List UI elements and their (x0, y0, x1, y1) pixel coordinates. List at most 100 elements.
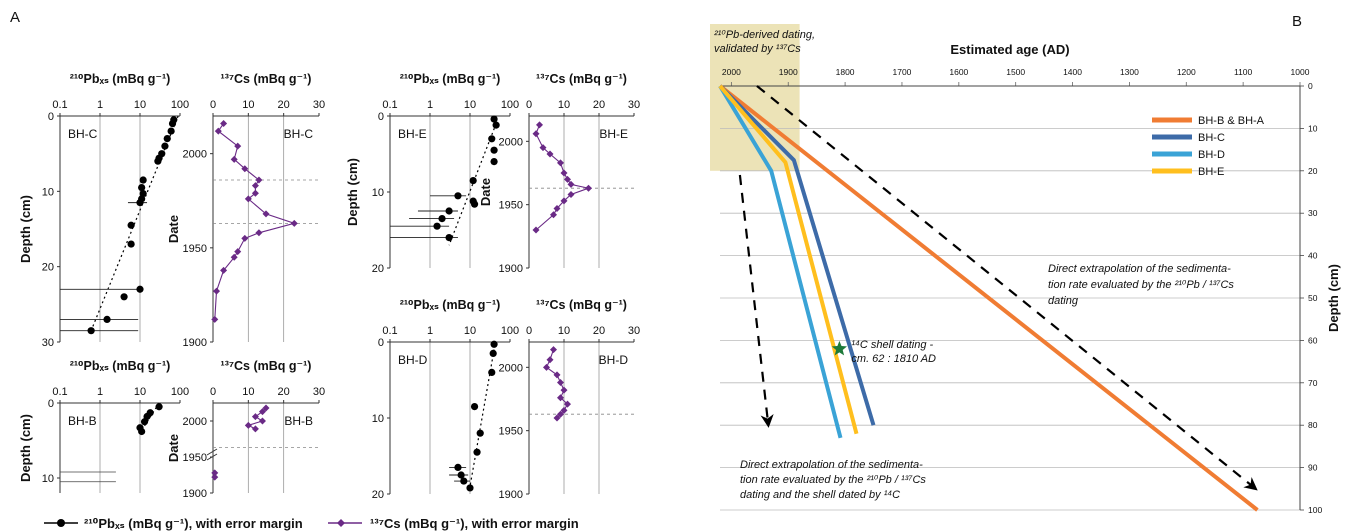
pb_bhb-y-tick-label: 10 (42, 473, 54, 485)
cs_bhc-core-label: BH-C (284, 127, 314, 141)
cs_bhe-y-tick-label: 1900 (499, 263, 523, 275)
depth-axis-label: Depth (cm) (1326, 264, 1341, 332)
cs_bhb-core-label: BH-B (284, 414, 313, 428)
cs_bhd-data-point (557, 410, 564, 418)
pb_bhc-data-point (136, 285, 144, 293)
cs_bhb-title: ¹³⁷Cs (mBq g⁻¹) (221, 359, 312, 373)
pb_bhb-title: ²¹⁰Pbₓₛ (mBq g⁻¹) (70, 359, 171, 373)
cs_bhd-data-point (543, 363, 550, 371)
cs_bhe-y-tick-label: 2000 (499, 136, 523, 148)
cs_bhc-data-point (255, 176, 263, 184)
age-axis-tick-label: 1600 (949, 67, 968, 77)
pb_bhd-trend-line (469, 349, 495, 487)
pb_bhe-data-point (492, 121, 500, 129)
cs_bhe-data-point (585, 184, 592, 192)
pb_bhb-x-tick-label: 10 (134, 386, 146, 398)
age-axis-tick-label: 1800 (836, 67, 855, 77)
depth-axis-tick-label: 40 (1308, 251, 1318, 261)
cs_bhe-data-point (539, 144, 547, 152)
pb_bhc-x-tick-label: 1 (97, 99, 103, 111)
cs_bhc-data-point (230, 155, 238, 163)
pb_bhb-core-label: BH-B (68, 414, 97, 428)
shell-label-line1: ¹⁴C shell dating - (851, 339, 933, 351)
cs_bhc-y-tick-label: 1950 (183, 243, 207, 255)
cs_bhe-data-point (550, 211, 557, 219)
extrapolation-note-1-line: tion rate evaluated by the ²¹⁰Pb / ¹³⁷Cs (1048, 279, 1234, 291)
pb_bhb-x-tick-label: 100 (171, 386, 189, 398)
cs_bhe-y-tick-label: 1950 (499, 200, 523, 212)
pb_bhd-x-tick-label: 1 (427, 325, 433, 337)
cs_bhd-data-point (560, 386, 568, 394)
depth-axis-tick-label: 20 (1308, 166, 1318, 176)
cs_bhd-y-tick-label: 2000 (499, 362, 523, 374)
cs_bhc-y-tick-label: 2000 (183, 149, 207, 161)
pb_bhe-x-tick-label: 0.1 (382, 99, 397, 111)
shell-label-line2: cm. 62 : 1810 AD (851, 353, 936, 365)
depth-axis-tick-label: 90 (1308, 463, 1318, 473)
pb_bhe-data-point (470, 200, 479, 208)
cs_bhe-data-point (564, 175, 571, 183)
pb_bhd-y-tick-label: 10 (372, 413, 384, 425)
legend-cs-label: ¹³⁷Cs (mBq g⁻¹), with error margin (370, 516, 579, 531)
cs_bhb-axis-break (206, 453, 218, 461)
cs_bhc-data-point (290, 219, 298, 227)
cs_bhb-data-point (251, 413, 259, 421)
cs_bhc-data-point (251, 189, 259, 197)
pb_bhc-y-tick-label: 30 (42, 337, 54, 349)
legend-label-bhd: BH-D (1198, 149, 1225, 161)
cs_bhb-y-tick-label: 1950 (183, 452, 207, 464)
legend-pb-label: ²¹⁰Pbₓₛ (mBq g⁻¹), with error margin (84, 516, 303, 531)
pb_bhe-title: ²¹⁰Pbₓₛ (mBq g⁻¹) (400, 72, 501, 86)
panel-a-legend: ²¹⁰Pbₓₛ (mBq g⁻¹), with error margin ¹³⁷… (44, 516, 579, 531)
pb_bhe-y-label: Depth (cm) (345, 158, 360, 226)
pb_bhc-data-point (168, 119, 177, 128)
pb_bhd-x-tick-label: 100 (501, 325, 519, 337)
pb_bhd-data-point (466, 484, 474, 492)
pb_bhe-data-point (490, 146, 498, 154)
chart-pb_bhc: ²¹⁰Pbₓₛ (mBq g⁻¹) 0.1 1 10 100 0 10 20 30 Depth (… (18, 72, 189, 349)
cs_bhc-data-point (241, 165, 249, 173)
pb_bhe-y-tick-label: 0 (378, 111, 384, 123)
pb_bhd-data-point (460, 477, 468, 485)
cs_bhc-series-line (214, 123, 297, 320)
cs_bhe-x-tick-label: 0 (526, 99, 532, 111)
pb_bhc-x-tick-label: 0.1 (52, 99, 67, 111)
extrapolation-note-1-line: dating (1048, 295, 1079, 307)
legend-cs-marker (337, 519, 345, 527)
series-line-bhba (718, 84, 1259, 512)
pb_bhd-x-tick-label: 10 (464, 325, 476, 337)
pb_bhd-y-tick-label: 0 (378, 337, 384, 349)
extrapolation-note-2-line: Direct extrapolation of the sedimenta- (740, 459, 923, 471)
cs_bhe-data-point (560, 169, 568, 177)
cs_bhb-x-tick-label: 0 (210, 386, 216, 398)
pb_bhb-data-point (155, 403, 163, 411)
pb_bhb-y-label: Depth (cm) (18, 414, 33, 482)
cs_bhc-data-point (234, 248, 242, 256)
cs_bhb-data-point (244, 421, 252, 429)
pb_bhe-data-point (490, 158, 498, 166)
pb_bhc-data-point (161, 142, 169, 150)
cs_bhd-core-label: BH-D (599, 353, 629, 367)
cs_bhc-y-tick-label: 1900 (183, 337, 207, 349)
pb_bhe-trend-line (448, 123, 497, 246)
cs_bhd-data-point (557, 379, 564, 387)
pb_bhd-data-point (490, 340, 498, 348)
pb_bhc-y-tick-label: 20 (42, 262, 54, 274)
cs_bhe-x-tick-label: 10 (558, 99, 570, 111)
cs_bhd-x-tick-label: 10 (558, 325, 570, 337)
cs_bhe-data-point (560, 197, 568, 205)
pb_bhd-data-point (473, 448, 481, 456)
age-axis-tick-label: 1500 (1006, 67, 1025, 77)
pb_bhc-y-label: Depth (cm) (18, 195, 33, 263)
cs_bhd-data-point (546, 356, 554, 364)
pb_bhe-x-tick-label: 1 (427, 99, 433, 111)
age-axis-tick-label: 1700 (892, 67, 911, 77)
pb_bhe-y-tick-label: 10 (372, 187, 384, 199)
cs_bhd-x-tick-label: 20 (593, 325, 605, 337)
shell-dating-star (831, 340, 847, 356)
age-axis-tick-label: 1000 (1291, 67, 1310, 77)
depth-axis-tick-label: 30 (1308, 208, 1318, 218)
legend-pb-marker (57, 519, 65, 527)
cs_bhc-y-label: Date (166, 215, 181, 243)
